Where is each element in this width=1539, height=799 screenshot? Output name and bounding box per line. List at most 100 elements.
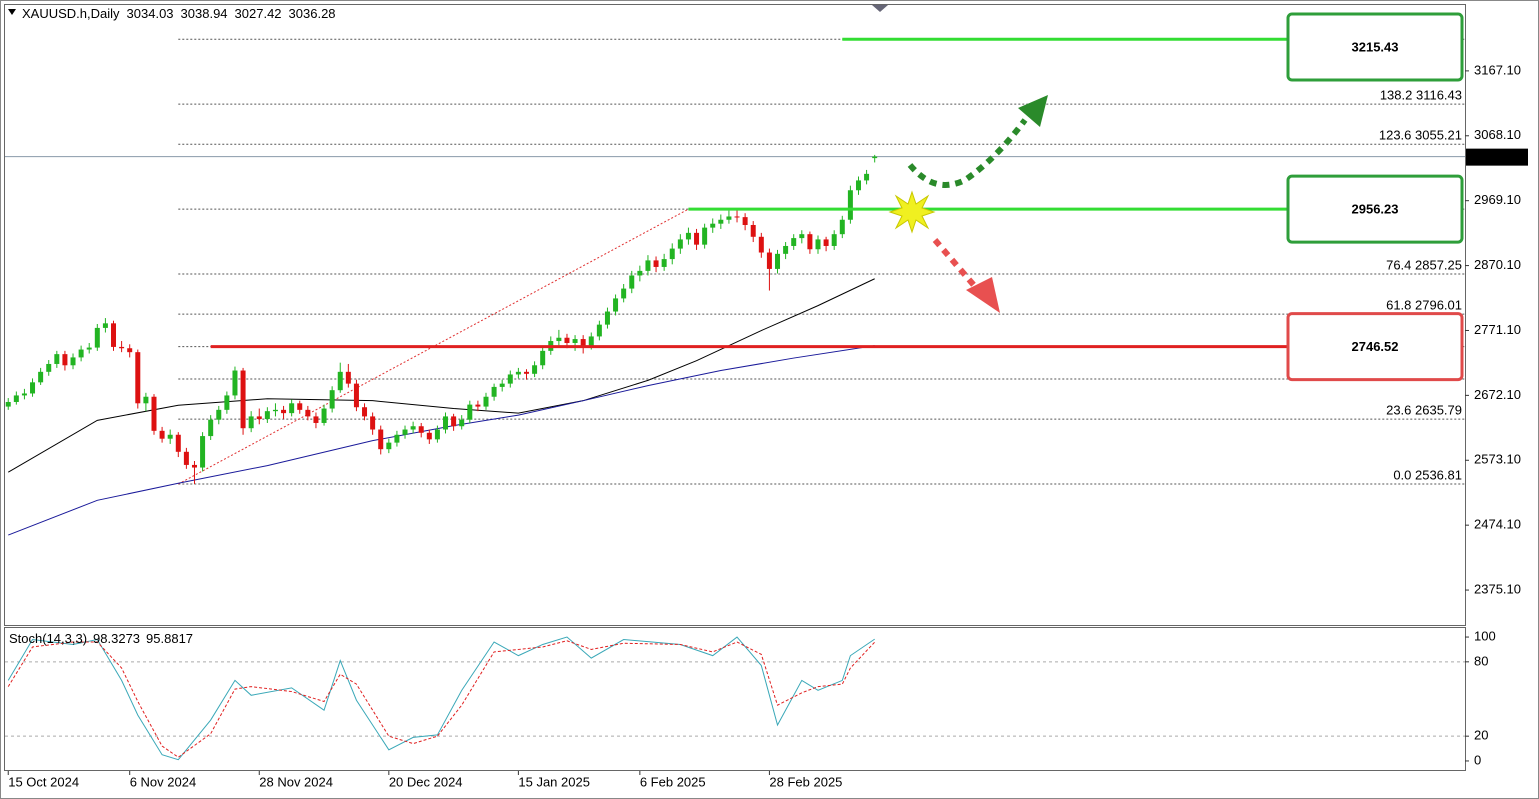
stoch-header: Stoch(14,3,3) 98.3273 95.8817 [9, 631, 193, 646]
candle-body [183, 451, 189, 465]
candle-body [572, 339, 578, 343]
bull-arrow-head [1018, 95, 1048, 127]
candle-body [847, 190, 853, 220]
candle-body [629, 275, 635, 289]
x-tick-label: 28 Feb 2025 [769, 774, 842, 789]
candle-body [256, 416, 262, 420]
candle-body [645, 260, 651, 271]
y-tick-label: 2573.10 [1474, 452, 1521, 467]
y-tick-label: 2474.10 [1474, 517, 1521, 532]
candle-body [742, 217, 748, 225]
candle-body [362, 407, 368, 417]
x-tick-label: 15 Jan 2025 [518, 774, 590, 789]
ohlc-value: 3038.94 [181, 6, 228, 21]
candle-body [694, 232, 700, 245]
candle-body [54, 354, 60, 364]
candle-body [313, 416, 319, 423]
candle-body [491, 386, 497, 397]
candle-body [799, 234, 805, 239]
key-level-box [1286, 174, 1464, 244]
candle-body [337, 371, 343, 391]
candle-body [159, 430, 165, 439]
candle-body [815, 239, 821, 250]
candle-body [637, 270, 643, 276]
candle-body [370, 416, 376, 430]
fib-label: 23.6 2635.79 [1386, 403, 1462, 418]
candle-body [200, 436, 206, 468]
key-level-label: 2746.52 [1352, 339, 1399, 354]
candle-body [119, 346, 125, 349]
candle-body [143, 396, 149, 404]
candle-body [604, 311, 610, 325]
candle-body [289, 403, 295, 414]
candle-body [111, 323, 117, 347]
candle-body [5, 401, 11, 407]
fib-label: 76.4 2857.25 [1386, 257, 1462, 272]
candle-body [248, 416, 254, 429]
candle-body [38, 371, 44, 383]
candle-body [596, 324, 602, 337]
y-tick-label: 100 [1474, 628, 1496, 643]
key-level-box [1286, 12, 1464, 82]
y-tick-label: 3167.10 [1474, 62, 1521, 77]
candle-body [297, 403, 303, 410]
header: XAUUSD.h,Daily 3034.03 3038.94 3027.42 3036.… [22, 6, 336, 21]
candle-body [264, 411, 270, 420]
menu-triangle [8, 9, 16, 15]
y-tick-label: 0 [1474, 752, 1481, 767]
y-tick-label: 3068.10 [1474, 127, 1521, 142]
candle-body [410, 426, 416, 430]
price-tag-label: 3036.28 [1470, 149, 1517, 164]
candle-body [305, 409, 311, 417]
bear-arrow-path [932, 238, 981, 292]
breakout-star [888, 190, 936, 234]
candle-body [564, 337, 570, 343]
candle-body [726, 216, 732, 220]
ohlc-value: 3027.42 [235, 6, 282, 21]
indicator-name: Stoch(14,3,3) [9, 631, 87, 646]
candle-body [224, 395, 230, 410]
x-tick-label: 6 Nov 2024 [130, 774, 197, 789]
candle-body [451, 416, 457, 427]
candle-body [46, 363, 52, 372]
candle-body [240, 370, 246, 429]
candle-body [556, 337, 562, 342]
candle-body [523, 371, 529, 374]
bull-arrow-path [907, 118, 1028, 188]
stoch-panel [4, 627, 1466, 771]
candle-body [272, 409, 278, 412]
candle-body [378, 429, 384, 450]
candle-body [135, 352, 141, 404]
candle-body [467, 404, 473, 420]
candle-body [823, 239, 829, 246]
indicator-value: 95.8817 [146, 631, 193, 646]
candle-body [353, 383, 359, 408]
symbol: XAUUSD.h,Daily [22, 6, 120, 21]
key-level-label: 2956.23 [1352, 202, 1399, 217]
candle-body [86, 347, 92, 350]
candle-body [872, 156, 878, 159]
candle-body [281, 409, 287, 414]
candle-body [507, 374, 513, 384]
candle-body [515, 371, 521, 375]
candle-body [791, 238, 797, 246]
y-tick-label: 2969.10 [1474, 192, 1521, 207]
stoch-line [7, 636, 875, 761]
fib-label: 0.0 2536.81 [1393, 467, 1462, 482]
y-tick-label: 20 [1474, 728, 1488, 743]
candle-body [321, 408, 327, 423]
candle-body [758, 236, 764, 253]
candle-body [418, 426, 424, 433]
shift-marker [872, 5, 888, 12]
candle-body [580, 339, 586, 346]
candle-body [661, 259, 667, 267]
candle-body [102, 323, 108, 328]
candle-body [30, 382, 36, 394]
candle-body [329, 390, 335, 409]
candle-body [232, 370, 238, 396]
y-tick-label: 2870.10 [1474, 257, 1521, 272]
y-tick-label: 2771.10 [1474, 322, 1521, 337]
candle-body [855, 180, 861, 191]
candle-body [613, 298, 619, 312]
